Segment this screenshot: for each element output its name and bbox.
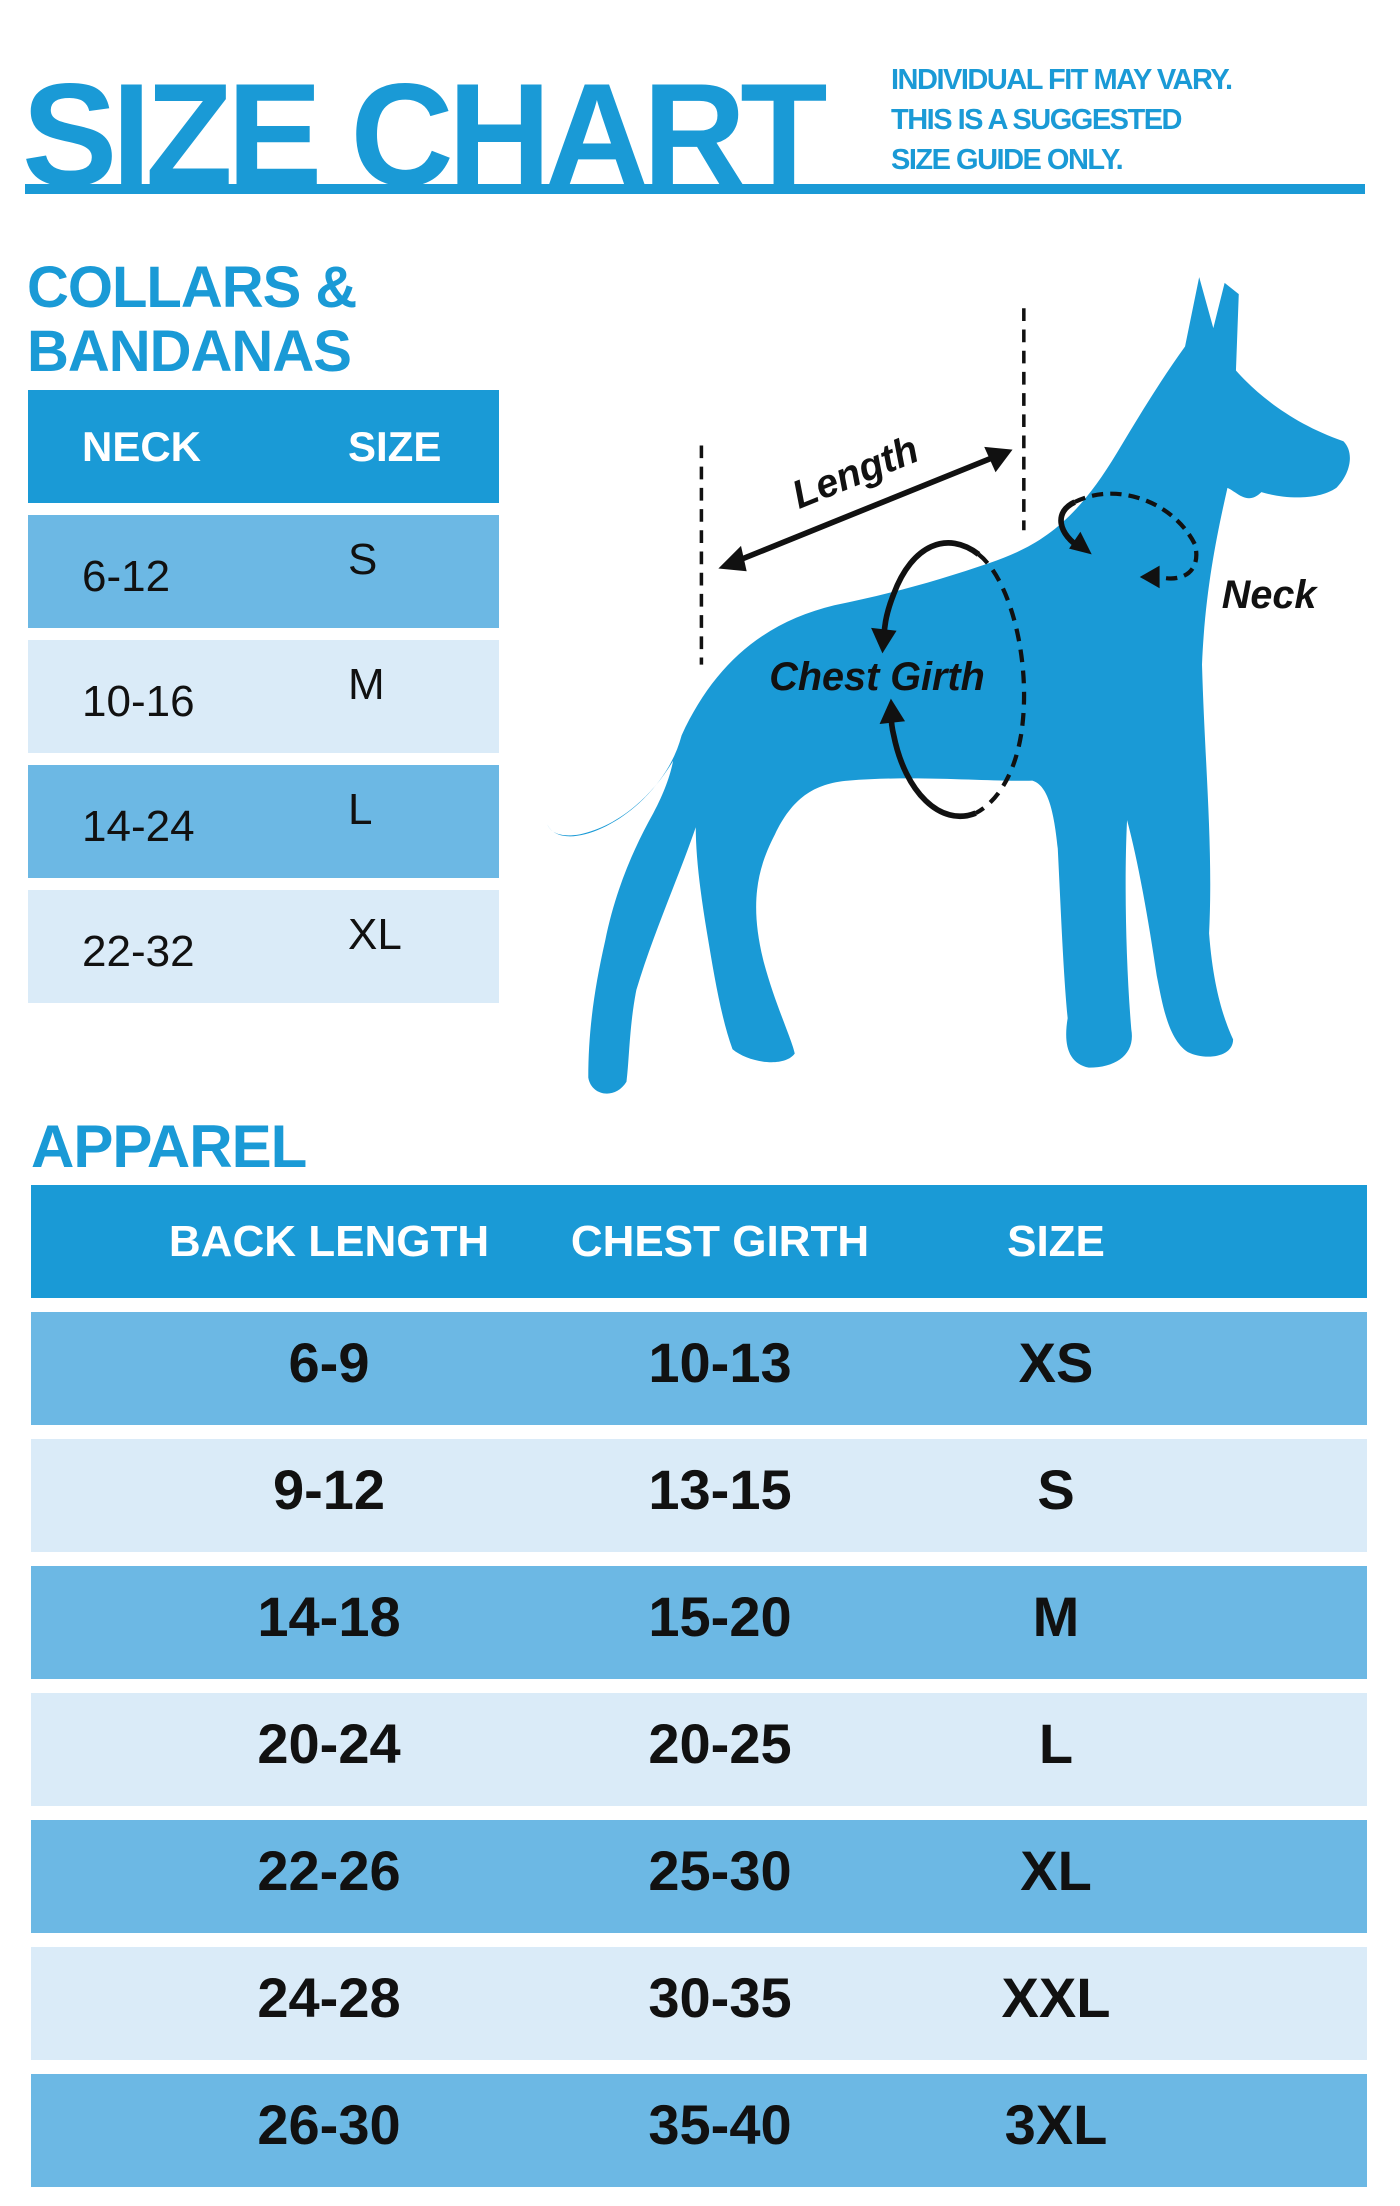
neck-loop-dashed bbox=[1073, 491, 1199, 581]
collars-heading-line: BANDANAS bbox=[27, 319, 352, 384]
dog-silhouette bbox=[547, 277, 1350, 1094]
collars-table-header: NECK SIZE bbox=[28, 390, 499, 503]
chest-arrowhead-bottom bbox=[879, 698, 906, 725]
size-cell: M bbox=[348, 660, 385, 710]
back-length-cell: 22-26 bbox=[257, 1838, 401, 1902]
table-row: 6-9 10-13 XS bbox=[31, 1312, 1367, 1425]
neck-label: Neck bbox=[1222, 573, 1319, 617]
size-cell: XS bbox=[1018, 1330, 1094, 1394]
apparel-heading: APPAREL bbox=[31, 1113, 307, 1180]
size-cell: L bbox=[348, 785, 373, 835]
size-cell: XXL bbox=[1001, 1965, 1111, 2029]
size-cell: XL bbox=[1020, 1838, 1092, 1902]
table-row: 22-32 XL bbox=[28, 890, 499, 1003]
neck-cell: 10-16 bbox=[82, 677, 195, 727]
back-length-cell: 9-12 bbox=[272, 1457, 386, 1521]
header-size: SIZE bbox=[1007, 1216, 1105, 1266]
size-cell: XL bbox=[348, 910, 402, 960]
table-row: 14-24 L bbox=[28, 765, 499, 878]
size-cell: S bbox=[348, 535, 378, 585]
length-arrowhead-right bbox=[984, 446, 1013, 473]
back-length-cell: 20-24 bbox=[257, 1711, 401, 1775]
chest-girth-cell: 20-25 bbox=[648, 1711, 792, 1775]
size-cell: L bbox=[1038, 1711, 1074, 1775]
chest-girth-loop-top bbox=[881, 540, 981, 644]
neck-cell: 6-12 bbox=[82, 552, 171, 602]
back-length-cell: 14-18 bbox=[257, 1584, 401, 1648]
collars-size-table: NECK SIZE 6-12 S 10-16 M 14-24 L 22-32 XL bbox=[28, 390, 499, 1003]
chest-girth-front-dashed bbox=[974, 552, 1027, 816]
table-row: 9-12 13-15 S bbox=[31, 1439, 1367, 1552]
chest-girth-label: Chest Girth bbox=[769, 655, 984, 699]
table-row: 10-16 M bbox=[28, 640, 499, 753]
length-label: Length bbox=[786, 427, 925, 517]
neck-arrowhead-bottom bbox=[1139, 565, 1160, 589]
header-back-length: BACK LENGTH bbox=[168, 1216, 490, 1266]
header-chest-girth: CHEST GIRTH bbox=[570, 1216, 870, 1266]
table-row: 6-12 S bbox=[28, 515, 499, 628]
table-row: 20-24 20-25 L bbox=[31, 1693, 1367, 1806]
chest-girth-cell: 15-20 bbox=[648, 1584, 792, 1648]
length-arrow bbox=[731, 452, 1000, 566]
chest-girth-cell: 30-35 bbox=[648, 1965, 792, 2029]
chest-girth-cell: 35-40 bbox=[648, 2092, 792, 2156]
back-length-cell: 6-9 bbox=[288, 1330, 370, 1394]
size-cell: M bbox=[1032, 1584, 1080, 1648]
neck-cell: 22-32 bbox=[82, 927, 195, 977]
disclaimer-line: INDIVIDUAL FIT MAY VARY. bbox=[891, 64, 1233, 96]
disclaimer-line: SIZE GUIDE ONLY. bbox=[891, 144, 1124, 176]
collars-heading: COLLARS & BANDANAS bbox=[27, 255, 357, 384]
chest-girth-cell: 13-15 bbox=[648, 1457, 792, 1521]
length-arrowhead-left bbox=[718, 545, 747, 572]
chest-arrowhead-top bbox=[871, 627, 897, 654]
neck-arrowhead-top bbox=[1069, 531, 1092, 555]
table-row: 26-30 35-40 3XL bbox=[31, 2074, 1367, 2187]
table-row: 22-26 25-30 XL bbox=[31, 1820, 1367, 1933]
neck-cell: 14-24 bbox=[82, 802, 195, 852]
back-length-cell: 24-28 bbox=[257, 1965, 401, 2029]
table-row: 14-18 15-20 M bbox=[31, 1566, 1367, 1679]
size-cell: S bbox=[1037, 1457, 1075, 1521]
page-title: SIZE CHART bbox=[22, 53, 828, 216]
table-row: 24-28 30-35 XXL bbox=[31, 1947, 1367, 2060]
chest-girth-cell: 25-30 bbox=[648, 1838, 792, 1902]
back-length-cell: 26-30 bbox=[257, 2092, 401, 2156]
disclaimer-line: THIS IS A SUGGESTED bbox=[891, 104, 1183, 136]
chest-girth-cell: 10-13 bbox=[648, 1330, 792, 1394]
apparel-size-table: BACK LENGTH CHEST GIRTH SIZE 6-9 10-13 XS 9… bbox=[31, 1185, 1367, 2187]
size-cell: 3XL bbox=[1004, 2092, 1108, 2156]
title-underline bbox=[25, 184, 1365, 194]
apparel-table-header: BACK LENGTH CHEST GIRTH SIZE bbox=[31, 1185, 1367, 1298]
header-size: SIZE bbox=[348, 422, 442, 470]
header-neck: NECK bbox=[82, 422, 202, 470]
fit-disclaimer: INDIVIDUAL FIT MAY VARY. THIS IS A SUGGE… bbox=[891, 60, 1233, 180]
collars-heading-line: COLLARS & bbox=[27, 255, 357, 320]
